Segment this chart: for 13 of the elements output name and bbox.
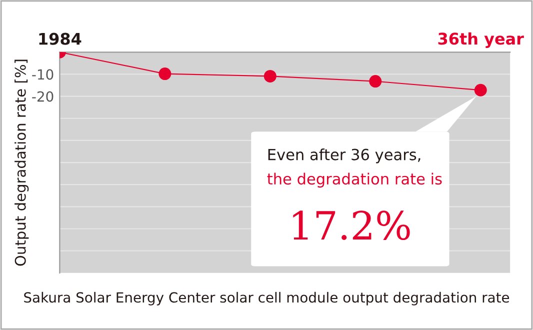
text: Sakura Solar Energy Center solar cell module output degradation rate	[24, 292, 510, 306]
x-tick-label: 36th year	[438, 32, 524, 48]
point	[474, 84, 487, 96]
annotation: 17.2%	[293, 210, 410, 240]
annotation: the degradation rate is	[267, 172, 442, 188]
point	[158, 68, 172, 80]
annotation: Even after 36 years,	[268, 148, 420, 164]
point	[369, 75, 382, 88]
x-tick-label: 1984	[39, 32, 82, 45]
y-tick-label: -10	[32, 69, 54, 80]
y-tick-label: -20	[32, 91, 54, 102]
point	[264, 70, 276, 82]
y-axis-title: Output degradation rate [%]	[14, 60, 29, 266]
